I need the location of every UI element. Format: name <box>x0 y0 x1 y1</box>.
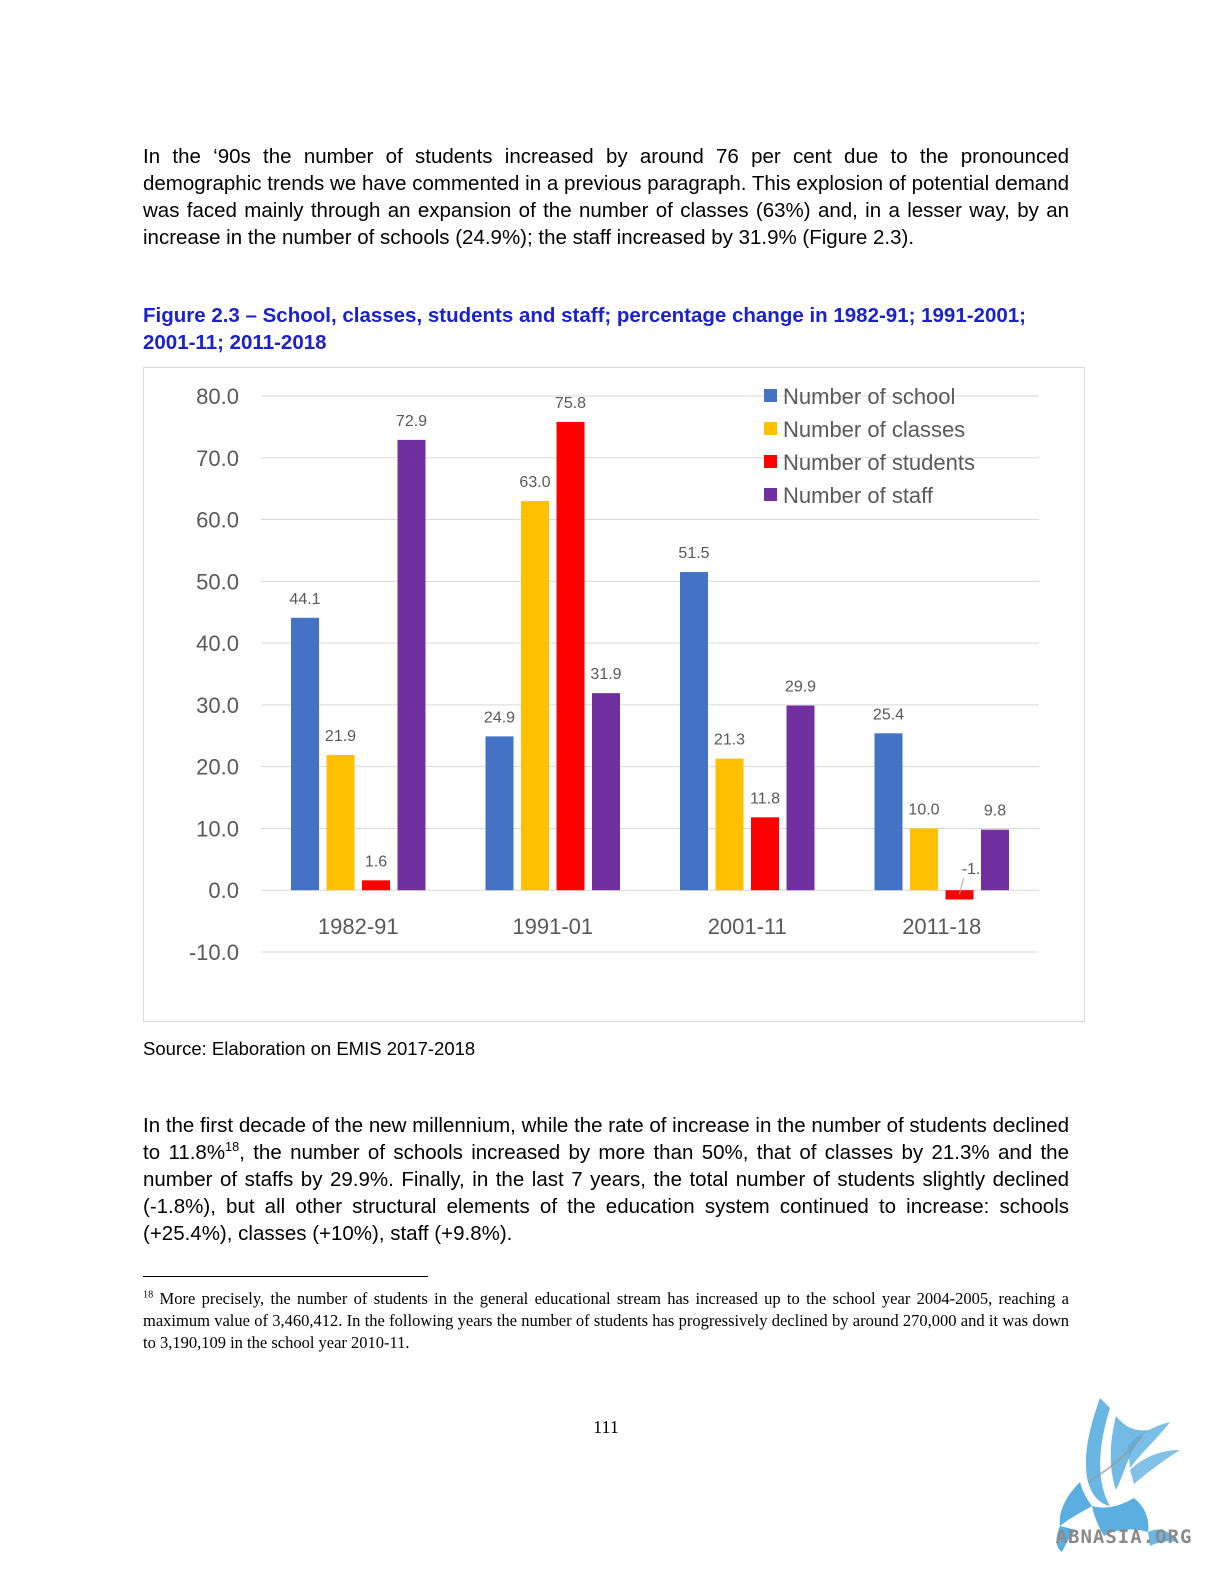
data-label: 1.6 <box>365 853 387 870</box>
legend-swatch <box>764 422 777 435</box>
bar <box>397 439 426 891</box>
bar <box>874 733 903 891</box>
bar <box>786 705 815 891</box>
bar <box>362 880 390 891</box>
bar <box>751 817 779 891</box>
y-tick-label: 40.0 <box>196 631 239 656</box>
data-label: 24.9 <box>484 709 515 726</box>
data-label: 21.9 <box>325 728 356 745</box>
y-tick-label: 10.0 <box>196 816 239 841</box>
footnote-text: More precisely, the number of students i… <box>143 1289 1069 1352</box>
paragraph-decade: In the first decade of the new millenniu… <box>143 1112 1069 1247</box>
data-label-leader <box>959 878 964 895</box>
y-tick-label: 30.0 <box>196 693 239 718</box>
legend-label: Number of staff <box>783 483 934 508</box>
paragraph-intro: In the ‘90s the number of students incre… <box>143 145 1069 249</box>
data-label: 75.8 <box>555 395 586 412</box>
x-tick-label: 1991-01 <box>512 914 593 939</box>
page-number: 111 <box>593 1417 619 1437</box>
data-label: 10.0 <box>908 801 939 818</box>
figure-source: Source: Elaboration on EMIS 2017-2018 <box>143 1038 476 1059</box>
data-label: 72.9 <box>396 413 427 430</box>
bar <box>715 758 744 891</box>
bar-chart: 80.0 70.0 60.0 50.0 40.0 30.0 20.0 10.0 0.0 -10.0… <box>189 384 1039 965</box>
footnote-marker: 18 <box>143 1289 154 1301</box>
legend-swatch <box>764 389 777 402</box>
bar <box>592 693 620 891</box>
legend-label: Number of students <box>783 450 975 475</box>
footnote-divider <box>143 1276 428 1277</box>
bar <box>680 572 708 891</box>
y-tick-label: 60.0 <box>196 508 239 533</box>
figure-title: Figure 2.3 – School, classes, students a… <box>143 304 1026 354</box>
data-label: 21.3 <box>714 732 745 749</box>
footnote-reference: 18 <box>225 1139 240 1155</box>
y-tick-label: 0.0 <box>208 878 239 903</box>
data-label: 9.8 <box>984 803 1006 820</box>
legend-swatch <box>764 455 777 468</box>
legend-label: Number of school <box>783 384 955 409</box>
y-tick-label: 50.0 <box>196 569 239 594</box>
paragraph-decade-text-1: In the first decade of the new millenniu… <box>143 1114 1069 1164</box>
watermark-text: ABNASIA.ORG <box>1055 1526 1193 1548</box>
legend-swatch <box>764 488 777 501</box>
bar <box>556 421 585 891</box>
bar <box>981 829 1009 891</box>
x-tick-label: 2011-18 <box>902 914 981 939</box>
y-tick-label: 80.0 <box>196 384 239 409</box>
chart-frame: 80.0 70.0 60.0 50.0 40.0 30.0 20.0 10.0 0.0 -10.0… <box>143 367 1085 1022</box>
bar <box>291 617 319 891</box>
data-label: 63.0 <box>519 474 550 491</box>
y-tick-label: 70.0 <box>196 446 239 471</box>
bar <box>485 736 514 891</box>
bar <box>521 501 549 891</box>
paragraph-decade-text-2: , the number of schools increased by mor… <box>143 1141 1069 1245</box>
winged-lion-logo-icon <box>1056 1398 1180 1552</box>
data-label: 31.9 <box>590 666 621 683</box>
y-tick-label: 20.0 <box>196 755 239 780</box>
data-label: 44.1 <box>289 591 320 608</box>
bar <box>945 890 974 900</box>
data-label: 29.9 <box>785 679 816 696</box>
bar <box>910 828 938 891</box>
x-tick-label: 1982-91 <box>318 914 399 939</box>
data-label: 51.5 <box>678 545 709 562</box>
bar <box>326 754 355 891</box>
legend-label: Number of classes <box>783 417 965 442</box>
x-tick-label: 2001-11 <box>708 914 787 939</box>
y-tick-label: -10.0 <box>189 940 239 965</box>
data-label: 25.4 <box>873 706 904 723</box>
data-label: 11.8 <box>750 790 780 807</box>
footnote: 18 More precisely, the number of student… <box>143 1288 1069 1354</box>
